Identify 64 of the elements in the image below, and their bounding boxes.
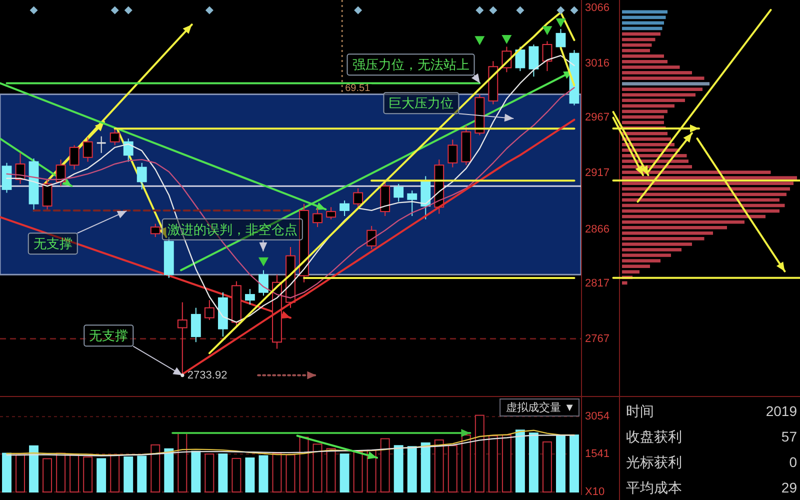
annotation: 强压力位，无法站上 — [352, 57, 470, 72]
text: 平均成本 — [626, 479, 682, 496]
bar — [204, 454, 214, 492]
y-tick-label: 2917 — [585, 166, 610, 179]
bar — [258, 455, 268, 492]
bar — [394, 445, 404, 492]
bar — [218, 454, 228, 492]
bar — [434, 439, 444, 492]
bar — [16, 454, 25, 492]
bar — [178, 432, 188, 492]
bar — [29, 445, 39, 492]
annotation: 巨大压力位 — [388, 96, 454, 111]
bar — [407, 446, 417, 492]
bar — [137, 456, 147, 492]
bar — [515, 430, 525, 492]
bar — [420, 442, 430, 492]
bar — [2, 452, 12, 492]
y-tick-label: 2767 — [585, 332, 610, 345]
bar — [312, 444, 322, 492]
text: 0 — [789, 454, 798, 470]
bar — [96, 458, 106, 492]
bar — [42, 458, 52, 492]
text: 2019 — [766, 402, 798, 419]
bar — [353, 451, 363, 492]
bar — [542, 441, 552, 492]
bar — [56, 452, 66, 492]
bar — [380, 438, 390, 492]
y-tick-label: 2967 — [585, 112, 610, 124]
y-tick-label: 3066 — [585, 2, 610, 14]
bar — [326, 448, 336, 492]
bar — [110, 454, 120, 492]
bar — [340, 454, 350, 492]
text: 29 — [781, 479, 798, 496]
title: 虚拟成交量 ▼ — [500, 398, 580, 416]
bar — [245, 457, 255, 492]
y-tick-label: 1541 — [585, 448, 610, 460]
bar — [164, 448, 174, 492]
bar — [70, 454, 80, 492]
bar — [570, 434, 579, 492]
bar — [150, 444, 160, 492]
bar — [83, 456, 93, 492]
y-tick-label: 2866 — [585, 223, 610, 236]
y-tick-label: X10 — [585, 486, 605, 498]
annotation: 无支撑 — [89, 328, 128, 344]
bar — [232, 458, 242, 492]
chart-title: 虚拟成交量 ▼ — [506, 401, 575, 414]
text: 57 — [781, 428, 798, 444]
bar — [528, 432, 538, 492]
text: 收盘获利 — [626, 428, 682, 444]
y-tick-label: 3016 — [585, 57, 610, 70]
text: 时间 — [626, 402, 654, 419]
bar — [191, 450, 201, 492]
bar — [286, 454, 296, 492]
bar — [488, 435, 498, 492]
y-tick-label: 3054 — [585, 410, 610, 423]
bar — [502, 434, 512, 492]
bar — [448, 445, 458, 492]
y-tick-label: 2817 — [585, 277, 610, 290]
bar — [124, 456, 134, 492]
bar — [474, 414, 484, 492]
bar — [272, 452, 282, 492]
annotation: 无支撑 — [33, 236, 72, 252]
text: 光标获利 — [626, 454, 682, 470]
bar — [556, 434, 566, 492]
